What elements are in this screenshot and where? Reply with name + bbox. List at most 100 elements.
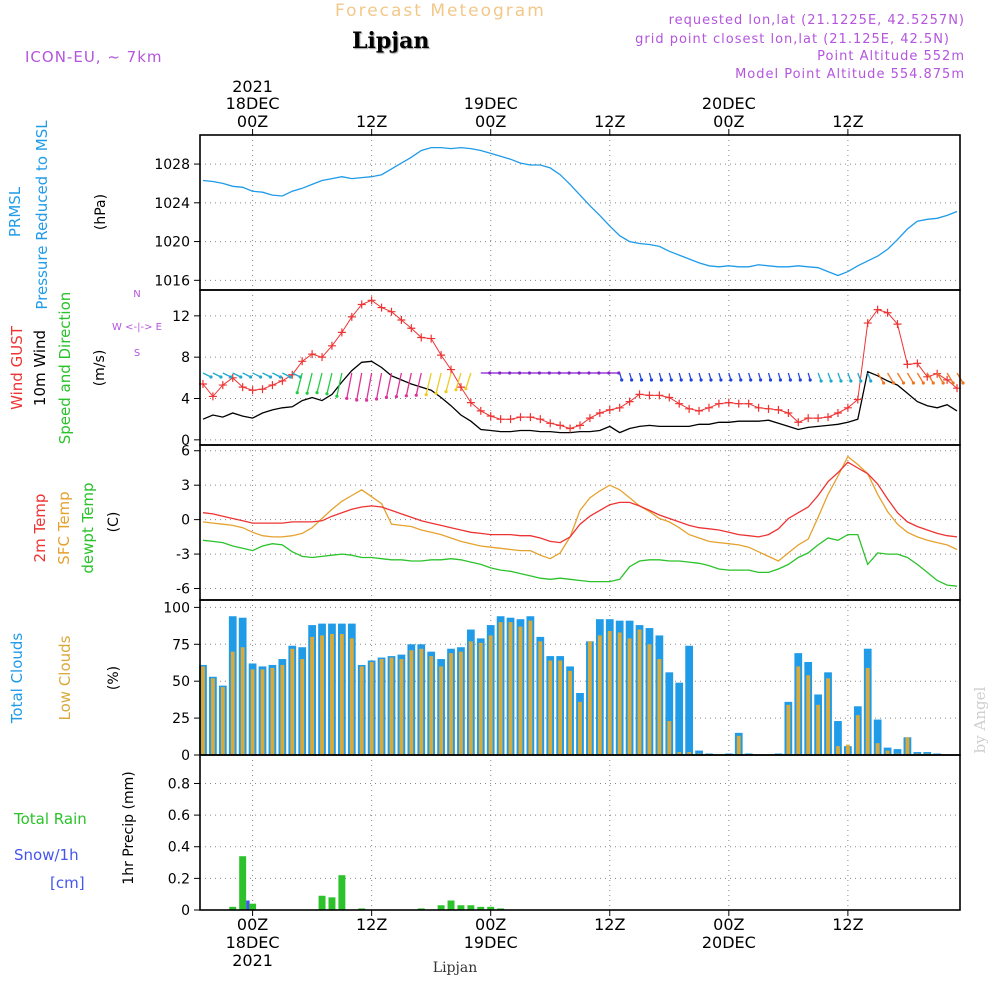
gust-marker [685,404,694,413]
gust-marker [546,419,555,428]
wind-direction-arrow [366,372,373,401]
gust-marker [824,413,833,422]
low-cloud-bar [905,737,910,755]
wind-arrow-head [778,378,783,382]
low-cloud-bar [260,669,265,755]
low-cloud-bar [339,633,344,755]
wind-direction-arrow [405,372,412,396]
top-axis-hour: 00Z [713,112,744,131]
wind-arrow-head [749,378,753,382]
wind-arrow-head [547,371,551,375]
bottom-axis-hour: 12Z [832,915,863,934]
wind-arrow-head [288,375,292,379]
low-cloud-bar [280,664,285,755]
low-cloud-bar [290,648,295,755]
gust-marker [308,350,317,359]
temp-2m-label: 2m Temp [31,494,49,563]
wind-arrow-head [567,371,571,375]
sfc-temp-label: SFC Temp [55,491,73,564]
low-cloud-bar [310,636,315,755]
y-tick-label: 50 [172,674,190,690]
precip-ylabel: 1hr Precip (mm) [121,771,137,884]
wind-arrow-head [719,378,723,382]
bottom-axis-hour: 12Z [356,915,387,934]
top-axis-date: 19DEC [464,94,518,113]
low-cloud-bar [845,744,850,755]
top-axis-date: 20DEC [702,94,756,113]
precip-panel: 0 0.2 0.4 0.6 0.8 Total Rain Snow/1h [cm] 1hr Pr… [13,755,960,919]
y-tick-label: 0 [181,513,190,529]
wind-arrow-head [620,378,624,382]
rain-bar [229,906,237,910]
wind-direction-arrow [415,372,422,396]
low-cloud-bar [409,650,414,755]
wind-arrow-head [901,381,906,385]
gust-marker [665,393,674,402]
wind-arrow-head [424,393,428,397]
wind-arrow-head [869,379,873,383]
wind-arrow-head [444,390,448,394]
wind-arrow-head [829,379,833,383]
wind-arrow-head [931,381,935,385]
wind-arrow-head [414,393,418,397]
gust-marker [298,357,307,366]
gust-marker [873,305,882,314]
gust-marker [327,341,336,350]
model-label: ICON-EU, ~ 7km [25,48,163,66]
wind-direction-arrow [375,372,383,400]
low-cloud-bar [369,662,374,755]
gust-marker [447,365,456,374]
low-cloud-bar [389,657,394,755]
gust-marker [903,360,912,369]
gust-marker [704,403,713,412]
wind-direction-arrow [336,372,343,397]
low-cloud-bar [449,653,453,755]
rain-bar [447,900,455,910]
wind-arrow-head [464,387,468,391]
gust-marker [258,385,267,394]
gust-marker [556,421,565,430]
wind-arrow-head [679,378,683,382]
wind-direction-arrow [346,372,353,399]
low-cloud-bar [617,632,622,755]
wind-arrow-head [278,375,283,379]
y-tick-label: 0 [181,433,190,449]
bottom-axis-hour: 00Z [475,915,506,934]
gust-marker [734,399,743,408]
low-cloud-bar [518,626,523,755]
low-cloud-bar [210,678,215,755]
low-cloud-bar [677,752,682,755]
wind-arrow-head [798,378,802,382]
low-cloud-bar [826,678,830,755]
gust-marker [814,414,823,423]
wind-direction-arrow [306,372,313,394]
wind-arrow-head [517,371,522,375]
low-cloud-bar [429,656,434,755]
gust-marker [655,391,664,400]
gust-marker [863,319,872,328]
dewpoint-line [202,533,958,587]
y-tick-label: 1016 [154,273,190,289]
wind-arrow-head [961,381,965,385]
pressure-label-2: Pressure Reduced to MSL [33,120,51,310]
bottom-axis-date: 18DEC [226,933,280,952]
wind-direction-arrow [455,372,462,390]
low-cloud-bar [439,666,444,755]
wind-direction-arrow [356,372,363,401]
wind-direction-arrow [887,372,895,384]
gust-marker [635,390,644,399]
wind-arrow-head [859,379,863,383]
wind-arrow-head [335,394,339,398]
low-cloud-bar [836,746,840,755]
y-tick-label: 12 [172,309,190,325]
top-axis-hour: 12Z [832,112,863,131]
wind-arrow-head [508,371,512,375]
pressure-label-1: PRMSL [6,186,24,237]
temperature-panel: -6 -3 0 3 6 2m Temp SFC Temp dewpt Temp (C) [31,444,960,600]
point-altitude: Point Altitude 552m [817,49,965,64]
low-cloud-bar [379,659,384,755]
gust-marker [218,381,227,390]
wind-direction-arrow [395,372,403,397]
gust-marker [387,307,396,316]
